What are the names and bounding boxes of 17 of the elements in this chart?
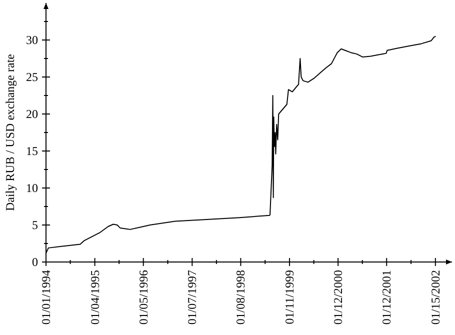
y-tick-label: 25 — [26, 70, 38, 84]
x-tick-label: 01/05/1996 — [136, 270, 150, 325]
y-axis-title: Daily RUB / USD exchange rate — [3, 54, 18, 211]
x-tick-label: 01/12/2000 — [331, 270, 346, 325]
y-tick-label: 5 — [32, 218, 38, 232]
x-tick-label: 01/12/2001 — [380, 270, 394, 325]
y-tick-label: 15 — [26, 144, 38, 158]
y-tick-label: 30 — [26, 33, 38, 48]
y-tick-label: 0 — [32, 255, 38, 270]
y-tick-label: 10 — [26, 181, 38, 196]
x-tick-label: 01/15/2002 — [428, 270, 442, 325]
x-tick-label: 01/01/1994 — [39, 270, 53, 325]
x-tick-label: 01/11/1999 — [282, 270, 297, 324]
x-tick-label: 01/07/1997 — [185, 270, 200, 325]
x-tick-label: 01/08/1998 — [234, 270, 248, 325]
x-tick-label: 01/04/1995 — [88, 270, 102, 325]
y-tick-label: 20 — [26, 107, 38, 122]
